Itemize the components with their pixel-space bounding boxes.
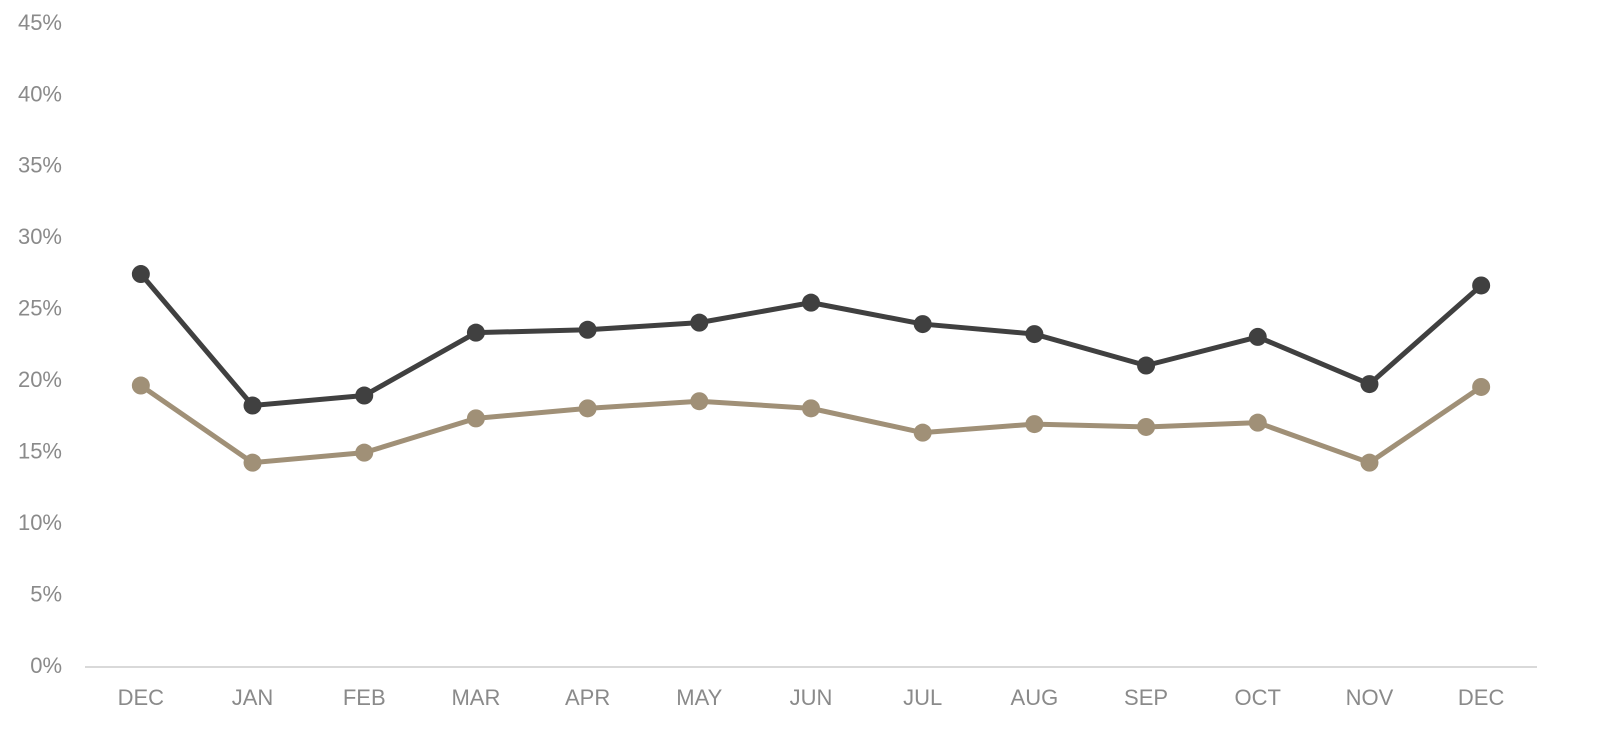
x-tick-label: AUG [1011,685,1059,710]
point [578,320,597,339]
point [1360,375,1379,394]
point [1248,327,1267,346]
x-tick-label: MAY [676,685,722,710]
point [131,265,150,284]
y-tick-label: 25% [18,296,62,321]
x-tick-label: DEC [1458,685,1505,710]
point [913,423,932,442]
point [466,323,485,342]
point [578,399,597,418]
point [131,376,150,395]
point [243,396,262,415]
point [1360,453,1379,472]
point [913,315,932,334]
point [466,409,485,428]
x-tick-label: JUL [903,685,942,710]
point [802,293,820,312]
y-tick-label: 0% [30,653,62,678]
y-tick-label: 45% [18,10,62,35]
point [243,453,262,472]
point [690,313,709,332]
x-tick-label: FEB [343,685,386,710]
point [1472,276,1491,295]
point [1137,356,1156,375]
y-tick-label: 30% [18,224,62,249]
point [1025,415,1044,434]
x-tick-label: NOV [1346,685,1394,710]
point [1025,325,1044,344]
x-tick-label: SEP [1124,685,1168,710]
x-tick-label: JUN [790,685,833,710]
y-tick-label: 20% [18,367,62,392]
x-tick-label: JAN [232,685,274,710]
point [802,399,820,418]
x-tick-label: MAR [451,685,500,710]
x-tick-label: DEC [118,685,165,710]
y-tick-label: 15% [18,438,62,463]
x-tick-label: APR [565,685,610,710]
y-tick-label: 40% [18,81,62,106]
y-tick-label: 10% [18,510,62,535]
y-tick-label: 35% [18,153,62,178]
point [355,386,374,405]
point [1248,413,1267,432]
point [355,443,374,462]
x-tick-label: OCT [1235,685,1281,710]
point [690,392,709,411]
point [1472,377,1491,396]
point [1137,417,1156,436]
y-tick-label: 5% [30,581,62,606]
